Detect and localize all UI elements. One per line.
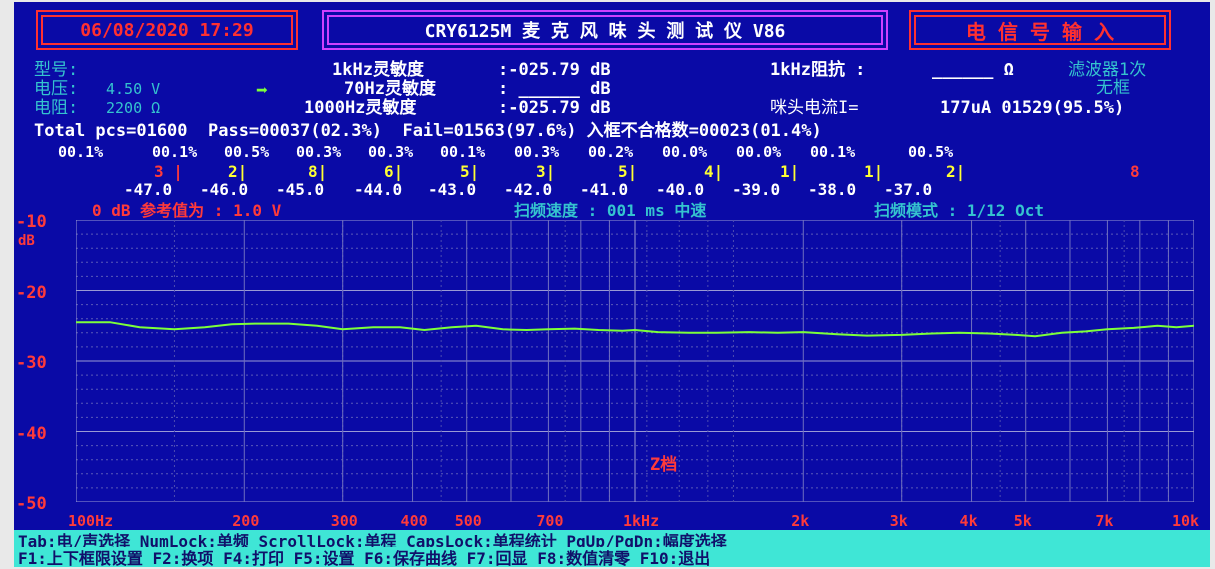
sens-1khz-label: 1kHz灵敏度	[332, 60, 424, 80]
y-tick-label: -20	[16, 282, 47, 303]
response-curve	[76, 321, 1194, 338]
x-tick-label: 300	[330, 512, 358, 530]
count-cell: 8	[1130, 162, 1140, 181]
count-cell: 2|	[228, 162, 248, 181]
limit-cell: -46.0	[200, 180, 249, 199]
count-cell: 1|	[864, 162, 884, 181]
x-tick-label: 700	[536, 512, 564, 530]
help-bar-1: Tab:电/声选择 NumLock:单频 ScrollLock:单程 CapsL…	[14, 530, 1210, 551]
percent-cell: 00.3%	[368, 143, 414, 161]
limit-cell: -42.0	[504, 180, 553, 199]
x-tick-label: 5k	[1013, 512, 1032, 530]
limit-cell: -38.0	[808, 180, 857, 199]
model-label: 型号:	[34, 60, 79, 80]
limit-cell: -43.0	[428, 180, 477, 199]
title-box: CRY6125M 麦 克 风 味 头 测 试 仪 V86	[322, 10, 888, 50]
y-unit-label: dB	[18, 233, 35, 249]
percent-cell: 00.3%	[514, 143, 560, 161]
count-cell: 5|	[460, 162, 480, 181]
limit-cell: -41.0	[580, 180, 629, 199]
sens-1000hz-value: :-025.79 dB	[498, 98, 611, 118]
impedance-label: 1kHz阻抗 :	[770, 60, 866, 80]
limit-cell: -44.0	[354, 180, 403, 199]
x-tick-label: 4k	[959, 512, 978, 530]
help-line-2: F1:上下框限设置 F2:换项 F4:打印 F5:设置 F6:保存曲线 F7:回…	[18, 549, 711, 567]
limit-cell: -47.0	[124, 180, 173, 199]
datetime: 06/08/2020 17:29	[80, 19, 254, 41]
stats-line: Total pcs=01600 Pass=00037(02.3%) Fail=0…	[34, 121, 822, 141]
y-tick-label: -30	[16, 353, 47, 373]
frequency-response-plot	[76, 220, 1194, 502]
percent-cell: 00.0%	[662, 143, 708, 161]
sweep-mode: 扫频模式 : 1/12 Oct	[874, 201, 1044, 220]
x-tick-label: 7k	[1095, 512, 1114, 530]
impedance-value: ______ Ω	[932, 60, 1014, 80]
x-tick-label: 100Hz	[68, 512, 114, 530]
instrument-screen: 06/08/2020 17:29 CRY6125M 麦 克 风 味 头 测 试 …	[14, 2, 1210, 567]
y-tick-label: -40	[16, 423, 47, 444]
help-line-1: Tab:电/声选择 NumLock:单频 ScrollLock:单程 CapsL…	[18, 532, 727, 551]
x-tick-label: 400	[400, 512, 428, 530]
current-label: 咪头电流I=	[770, 98, 859, 118]
count-cell: 5|	[618, 162, 638, 181]
input-mode-label: 电 信 号 输 入	[965, 19, 1115, 44]
sens-1khz-value: :-025.79 dB	[498, 60, 611, 80]
x-tick-label: 500	[454, 512, 482, 530]
x-tick-label: 200	[232, 512, 260, 530]
filter-value: 无框	[1096, 78, 1130, 98]
x-tick-label: 1kHz	[623, 512, 660, 530]
y-tick-label: -50	[16, 494, 47, 514]
percent-cell: 00.1%	[810, 143, 856, 161]
y-tick-label: -10	[16, 212, 47, 232]
datetime-box: 06/08/2020 17:29	[36, 10, 298, 50]
x-tick-label: 3k	[889, 512, 908, 530]
count-cell: 2|	[946, 162, 966, 181]
count-cell: 6|	[384, 162, 404, 181]
voltage-value: 4.50 V	[106, 80, 161, 98]
reference-value: 0 dB 参考值为 : 1.0 V	[92, 201, 282, 220]
count-cell: 3 |	[154, 162, 183, 181]
app-title: CRY6125M 麦 克 风 味 头 测 试 仪 V86	[424, 21, 786, 42]
resistance-label: 电阻:	[34, 98, 79, 118]
limit-cell: -39.0	[732, 180, 781, 199]
voltage-label: 电压:	[34, 79, 79, 99]
sens-70hz-label: 70Hz灵敏度	[344, 79, 436, 99]
count-cell: 4|	[704, 162, 724, 181]
sens-70hz-value: : ______ dB	[498, 79, 611, 99]
percent-cell: 00.1%	[152, 143, 198, 161]
limit-cell: -45.0	[276, 180, 325, 199]
arrow-icon: ➡	[256, 78, 269, 102]
sweep-speed: 扫频速度 : 001 ms 中速	[514, 201, 707, 220]
limit-cell: -40.0	[656, 180, 705, 199]
percent-cell: 00.5%	[908, 143, 954, 161]
filter-label: 滤波器1次	[1068, 60, 1147, 80]
x-tick-label: 10k	[1172, 512, 1200, 530]
percent-cell: 00.0%	[736, 143, 782, 161]
x-tick-label: 2k	[791, 512, 810, 530]
current-value: 177uA 01529(95.5%)	[940, 98, 1125, 118]
percent-cell: 00.3%	[296, 143, 342, 161]
input-mode-box[interactable]: 电 信 号 输 入	[909, 10, 1171, 50]
count-cell: 1|	[780, 162, 800, 181]
limit-cell: -37.0	[884, 180, 933, 199]
count-cell: 8|	[308, 162, 328, 181]
count-cell: 3|	[536, 162, 556, 181]
percent-cell: 00.5%	[224, 143, 270, 161]
resistance-value: 2200 Ω	[106, 99, 161, 117]
percent-cell: 00.1%	[58, 143, 104, 161]
range-annotation: Z档	[650, 455, 678, 475]
help-bar-2: F1:上下框限设置 F2:换项 F4:打印 F5:设置 F6:保存曲线 F7:回…	[14, 547, 1210, 567]
percent-cell: 00.1%	[440, 143, 486, 161]
sens-1000hz-label: 1000Hz灵敏度	[304, 98, 417, 118]
percent-cell: 00.2%	[588, 143, 634, 161]
